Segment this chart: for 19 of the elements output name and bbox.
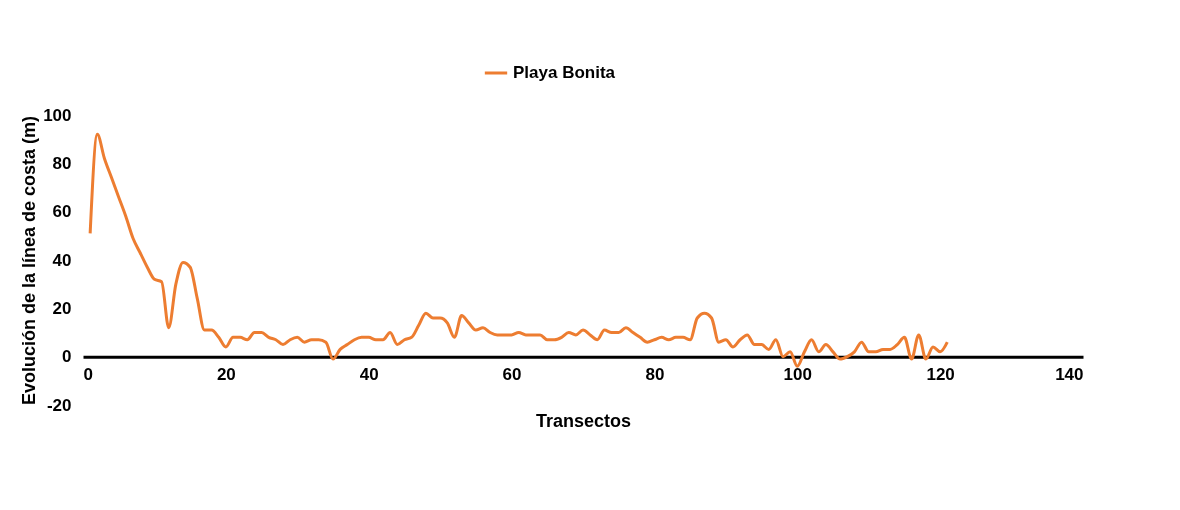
y-tick-label: 40 xyxy=(52,250,72,270)
x-tick-label: 20 xyxy=(216,365,236,385)
y-tick-label: 100 xyxy=(43,105,72,125)
y-tick-label: 20 xyxy=(52,298,72,318)
x-tick-label: 120 xyxy=(926,365,955,385)
legend-label: Playa Bonita xyxy=(513,63,616,82)
x-tick-label: 40 xyxy=(359,365,379,385)
y-tick-label: 60 xyxy=(52,202,72,222)
y-tick-label: 80 xyxy=(52,153,72,173)
x-axis-title: Transectos xyxy=(535,411,632,432)
x-tick-label: 140 xyxy=(1055,365,1084,385)
x-tick-label: 60 xyxy=(502,365,522,385)
y-tick-label: -20 xyxy=(46,395,72,415)
line-series xyxy=(88,132,949,368)
x-tick-label: 100 xyxy=(783,365,812,385)
x-tick-label: 80 xyxy=(645,365,665,385)
y-tick-label: 0 xyxy=(62,347,72,367)
x-tick-label: 0 xyxy=(83,365,93,385)
y-axis-title: Evolución de la línea de costa (m) xyxy=(19,115,40,406)
